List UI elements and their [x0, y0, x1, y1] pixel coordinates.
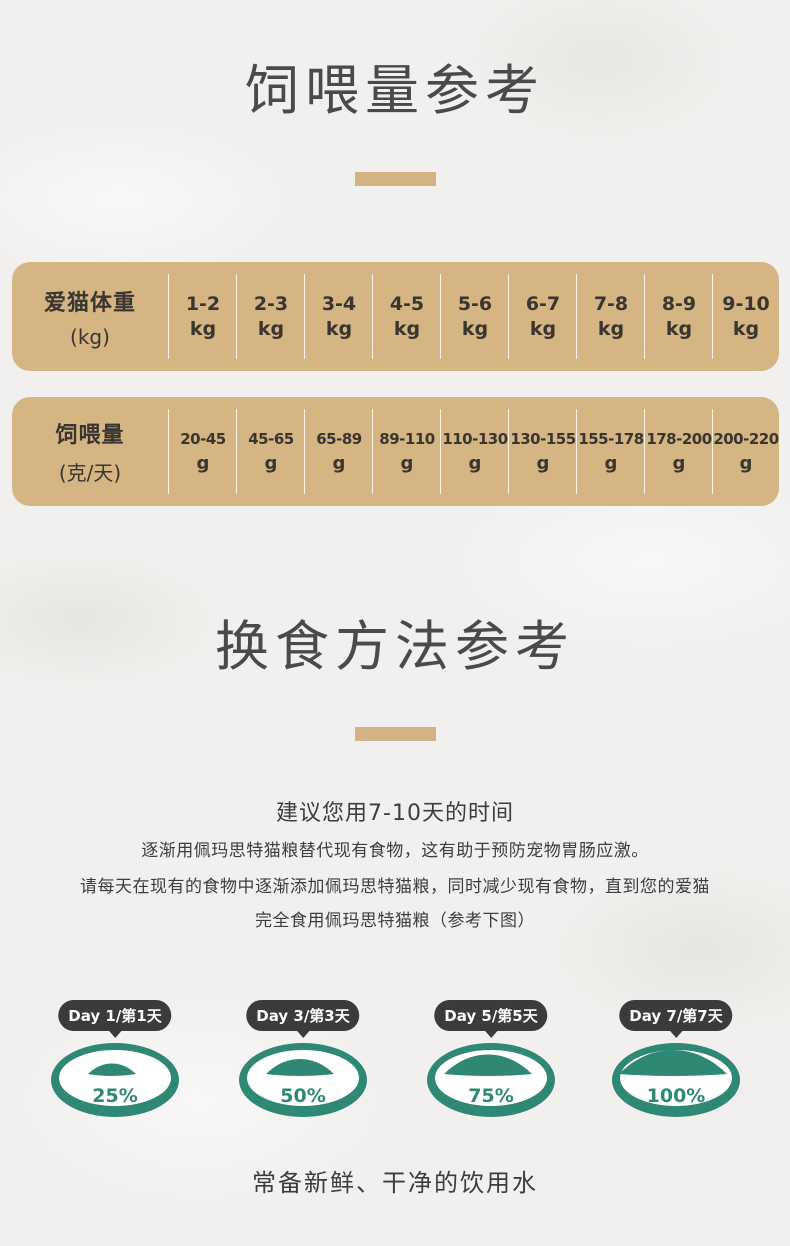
amount-cell-unit: g: [536, 452, 550, 474]
amount-range: 155-178: [578, 429, 644, 448]
weight-cell-unit: kg: [665, 317, 693, 340]
bowl-percent: 100%: [646, 1085, 706, 1107]
weight-cell-unit: kg: [393, 317, 421, 340]
transition-line-2: 请每天在现有的食物中逐渐添加佩玛思特猫粮，同时减少现有食物，直到您的爱猫: [80, 877, 710, 897]
amount-unit: (克/天): [58, 461, 122, 485]
bowl-icon: [51, 1043, 179, 1117]
amount-cell-unit: g: [739, 452, 753, 474]
weight-row: 爱猫体重 (kg) 1-2 kg 2-3 kg 3-4 kg 4-5 kg 5-6 kg …: [12, 262, 779, 371]
amount-range: 130-155: [510, 429, 576, 448]
weight-cell: 4-5 kg: [372, 274, 441, 359]
weight-range: 4-5: [389, 292, 425, 315]
amount-cell: 20-45 g: [168, 409, 237, 494]
day-badge: Day 3/第3天: [246, 1000, 360, 1038]
food-pile: [619, 1050, 727, 1076]
weight-cell-unit: kg: [461, 317, 489, 340]
weight-label: 爱猫体重: [43, 290, 136, 316]
amount-cell: 110-130 g: [440, 409, 509, 494]
title-divider: [355, 172, 436, 186]
amount-cell-unit: g: [264, 452, 278, 474]
amount-cell: 65-89 g: [304, 409, 373, 494]
weight-cell: 9-10 kg: [712, 274, 779, 359]
bowl-percent: 50%: [280, 1085, 326, 1107]
water-reminder: 常备新鲜、干净的饮用水: [252, 1169, 538, 1197]
day-badge: Day 1/第1天: [58, 1000, 172, 1038]
weight-cell: 2-3 kg: [236, 274, 305, 359]
weight-range: 2-3: [253, 292, 289, 315]
amount-cell-unit: g: [604, 452, 618, 474]
amount-range: 178-200: [646, 429, 712, 448]
bowl-day-7: Day 7/第7天 100%: [609, 1000, 743, 1125]
amount-cell-unit: g: [400, 452, 414, 474]
title-divider-2: [355, 727, 436, 741]
weight-cell: 8-9 kg: [644, 274, 713, 359]
weight-cell-unit: kg: [189, 317, 217, 340]
food-pile: [88, 1063, 136, 1076]
weight-cell-unit: kg: [325, 317, 353, 340]
amount-row-header: 饲喂量 (克/天): [12, 397, 168, 506]
amount-range: 65-89: [316, 429, 362, 448]
amount-cell: 89-110 g: [372, 409, 441, 494]
bowl-percent: 75%: [468, 1085, 514, 1107]
transition-subtitle: 建议您用7-10天的时间: [276, 801, 514, 826]
transition-line-3: 完全食用佩玛思特猫粮（参考下图）: [255, 911, 535, 931]
weight-cell: 7-8 kg: [576, 274, 645, 359]
day-badge: Day 5/第5天: [434, 1000, 548, 1038]
amount-cell: 178-200 g: [644, 409, 713, 494]
amount-cell-unit: g: [196, 452, 210, 474]
weight-cell: 1-2 kg: [168, 274, 237, 359]
amount-range: 110-130: [442, 429, 508, 448]
amount-row: 饲喂量 (克/天) 20-45 g 45-65 g 65-89 g 89-110 g 1…: [12, 397, 779, 506]
amount-cell: 45-65 g: [236, 409, 305, 494]
amount-cell-unit: g: [672, 452, 686, 474]
amount-label: 饲喂量: [55, 423, 125, 448]
weight-cell-unit: kg: [529, 317, 557, 340]
amount-cell: 130-155 g: [508, 409, 577, 494]
amount-range: 89-110: [379, 429, 435, 448]
weight-cell: 5-6 kg: [440, 274, 509, 359]
day-badge: Day 7/第7天: [619, 1000, 733, 1038]
weight-cell-unit: kg: [732, 317, 760, 340]
amount-range: 20-45: [180, 429, 226, 448]
bowl-day-5: Day 5/第5天 75%: [424, 1000, 558, 1125]
amount-range: 200-220: [713, 429, 779, 448]
weight-cell-unit: kg: [597, 317, 625, 340]
weight-row-header: 爱猫体重 (kg): [12, 262, 168, 371]
amount-cell-unit: g: [332, 452, 346, 474]
bowl-icon: [239, 1043, 367, 1117]
weight-range: 9-10: [722, 292, 770, 315]
weight-range: 3-4: [321, 292, 357, 315]
transition-title: 换食方法参考: [215, 615, 575, 678]
feeding-title: 饲喂量参考: [245, 59, 545, 122]
food-pile: [444, 1054, 532, 1076]
bowl-icon: [427, 1043, 555, 1117]
weight-cell-unit: kg: [257, 317, 285, 340]
weight-range: 8-9: [661, 292, 697, 315]
weight-range: 6-7: [525, 292, 561, 315]
weight-range: 1-2: [185, 292, 221, 315]
amount-range: 45-65: [248, 429, 294, 448]
amount-cell: 200-220 g: [712, 409, 779, 494]
transition-line-1: 逐渐用佩玛思特猫粮替代现有食物，这有助于预防宠物胃肠应激。: [141, 841, 649, 861]
bowl-day-1: Day 1/第1天 25%: [48, 1000, 182, 1125]
weight-cell: 6-7 kg: [508, 274, 577, 359]
weight-range: 5-6: [457, 292, 493, 315]
weight-range: 7-8: [593, 292, 629, 315]
bowl-icon: [612, 1043, 740, 1117]
food-pile: [266, 1059, 334, 1076]
amount-cell-unit: g: [468, 452, 482, 474]
amount-cell: 155-178 g: [576, 409, 645, 494]
bowl-day-3: Day 3/第3天 50%: [236, 1000, 370, 1125]
bowl-percent: 25%: [92, 1085, 138, 1107]
weight-cell: 3-4 kg: [304, 274, 373, 359]
weight-unit: (kg): [70, 324, 110, 349]
